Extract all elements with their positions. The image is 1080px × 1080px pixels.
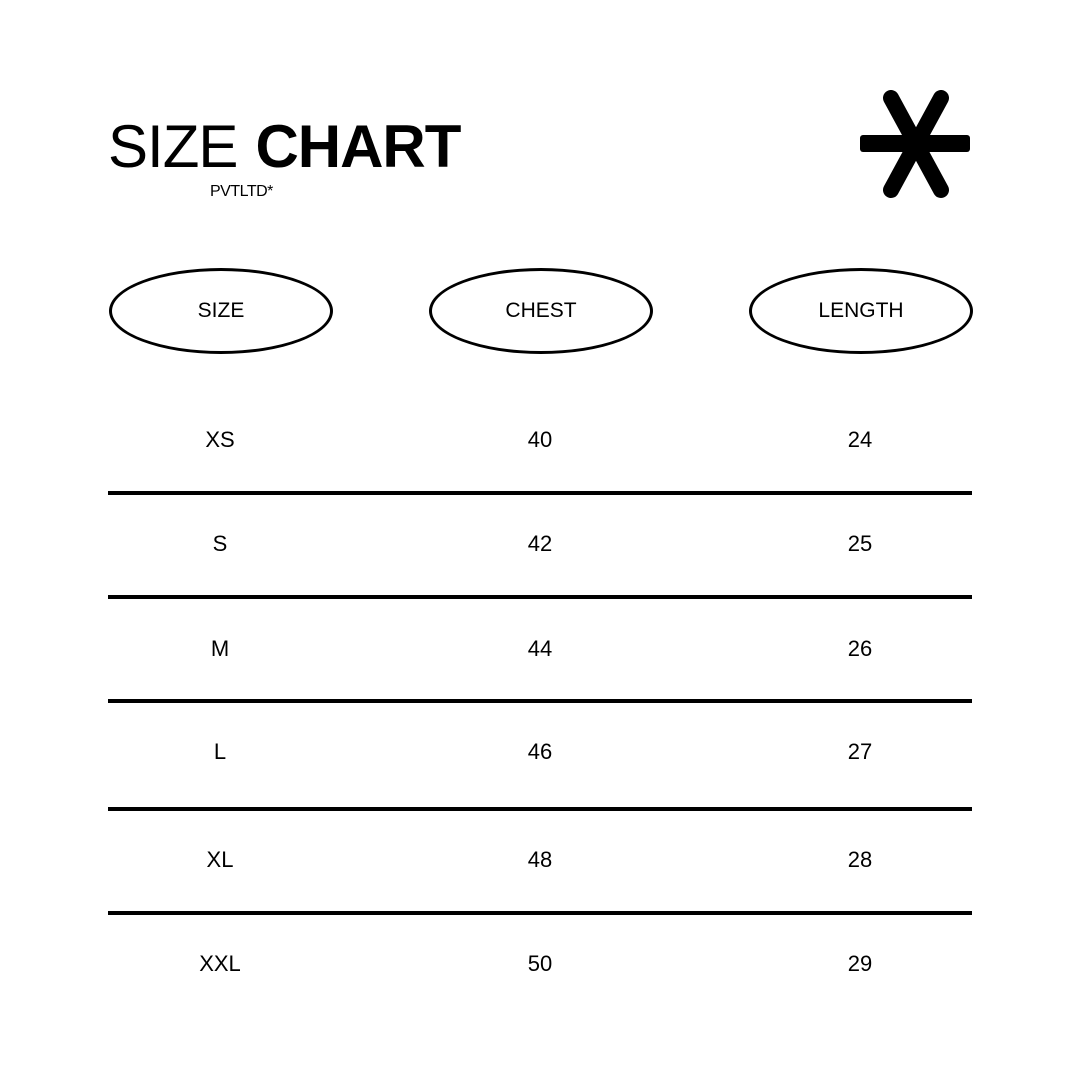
table-cell-chest: 48 bbox=[527, 847, 553, 872]
title-bold: CHART bbox=[255, 113, 461, 180]
row-divider bbox=[108, 911, 972, 915]
column-header-length: LENGTH bbox=[749, 268, 973, 354]
table-cell-size: XXL bbox=[199, 951, 241, 976]
table-cell-chest: 40 bbox=[527, 427, 553, 452]
table-cell-size: M bbox=[210, 636, 230, 661]
table-cell-length: 27 bbox=[847, 739, 873, 764]
table-cell-length: 29 bbox=[847, 951, 873, 976]
table-cell-length: 28 bbox=[847, 847, 873, 872]
table-cell-size: L bbox=[213, 739, 227, 764]
row-divider bbox=[108, 807, 972, 811]
row-divider bbox=[108, 699, 972, 703]
table-cell-length: 26 bbox=[847, 636, 873, 661]
table-cell-size: XL bbox=[206, 847, 234, 872]
column-header-size: SIZE bbox=[109, 268, 333, 354]
table-cell-chest: 50 bbox=[527, 951, 553, 976]
table-cell-size: XS bbox=[205, 427, 235, 452]
table-cell-length: 25 bbox=[847, 531, 873, 556]
table-cell-chest: 46 bbox=[527, 739, 553, 764]
table-cell-chest: 42 bbox=[527, 531, 553, 556]
title-light: SIZE bbox=[108, 113, 238, 180]
brand-name: PVTLTD* bbox=[210, 183, 273, 200]
table-cell-chest: 44 bbox=[527, 636, 553, 661]
table-cell-length: 24 bbox=[847, 427, 873, 452]
row-divider bbox=[108, 491, 972, 495]
column-header-chest: CHEST bbox=[429, 268, 653, 354]
page-title: SIZE CHART bbox=[108, 112, 461, 182]
table-cell-size: S bbox=[212, 531, 228, 556]
asterisk-icon bbox=[860, 90, 970, 198]
row-divider bbox=[108, 595, 972, 599]
